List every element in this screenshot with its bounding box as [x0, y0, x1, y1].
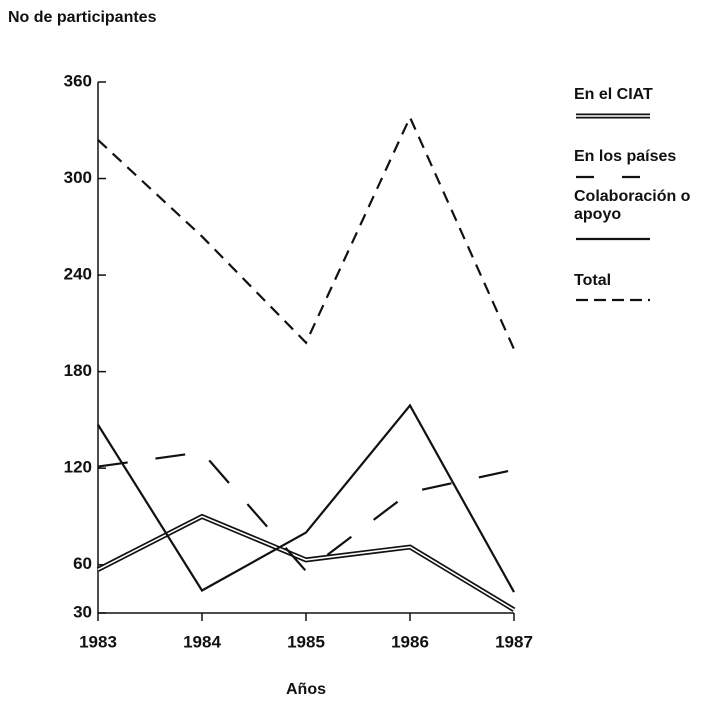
y-tick-label: 240	[64, 265, 92, 284]
x-tick-label: 1983	[79, 632, 117, 651]
legend-label: Total	[574, 272, 612, 289]
series-line	[97, 450, 515, 573]
y-tick-label: 180	[64, 361, 92, 380]
y-tick-label: 300	[64, 168, 92, 187]
y-tick-label: 360	[64, 71, 92, 90]
y-tick-label: 30	[73, 602, 92, 621]
chart-title: No de participantes	[8, 9, 157, 26]
y-tick-label: 60	[73, 554, 92, 573]
x-tick-label: 1984	[183, 632, 221, 651]
legend-label: Colaboración o apoyo	[574, 188, 691, 223]
series-line	[97, 403, 515, 593]
legend-label: En el CIAT	[574, 86, 653, 103]
series-line-inner	[97, 515, 515, 611]
series-line	[96, 513, 516, 612]
series-line	[97, 114, 516, 350]
x-tick-label: 1985	[287, 632, 325, 651]
x-tick-label: 1986	[391, 632, 429, 651]
legend-label: En los países	[574, 148, 677, 165]
y-tick-label: 120	[64, 458, 92, 477]
x-axis-label: Años	[286, 681, 326, 698]
x-tick-label: 1987	[495, 632, 533, 651]
